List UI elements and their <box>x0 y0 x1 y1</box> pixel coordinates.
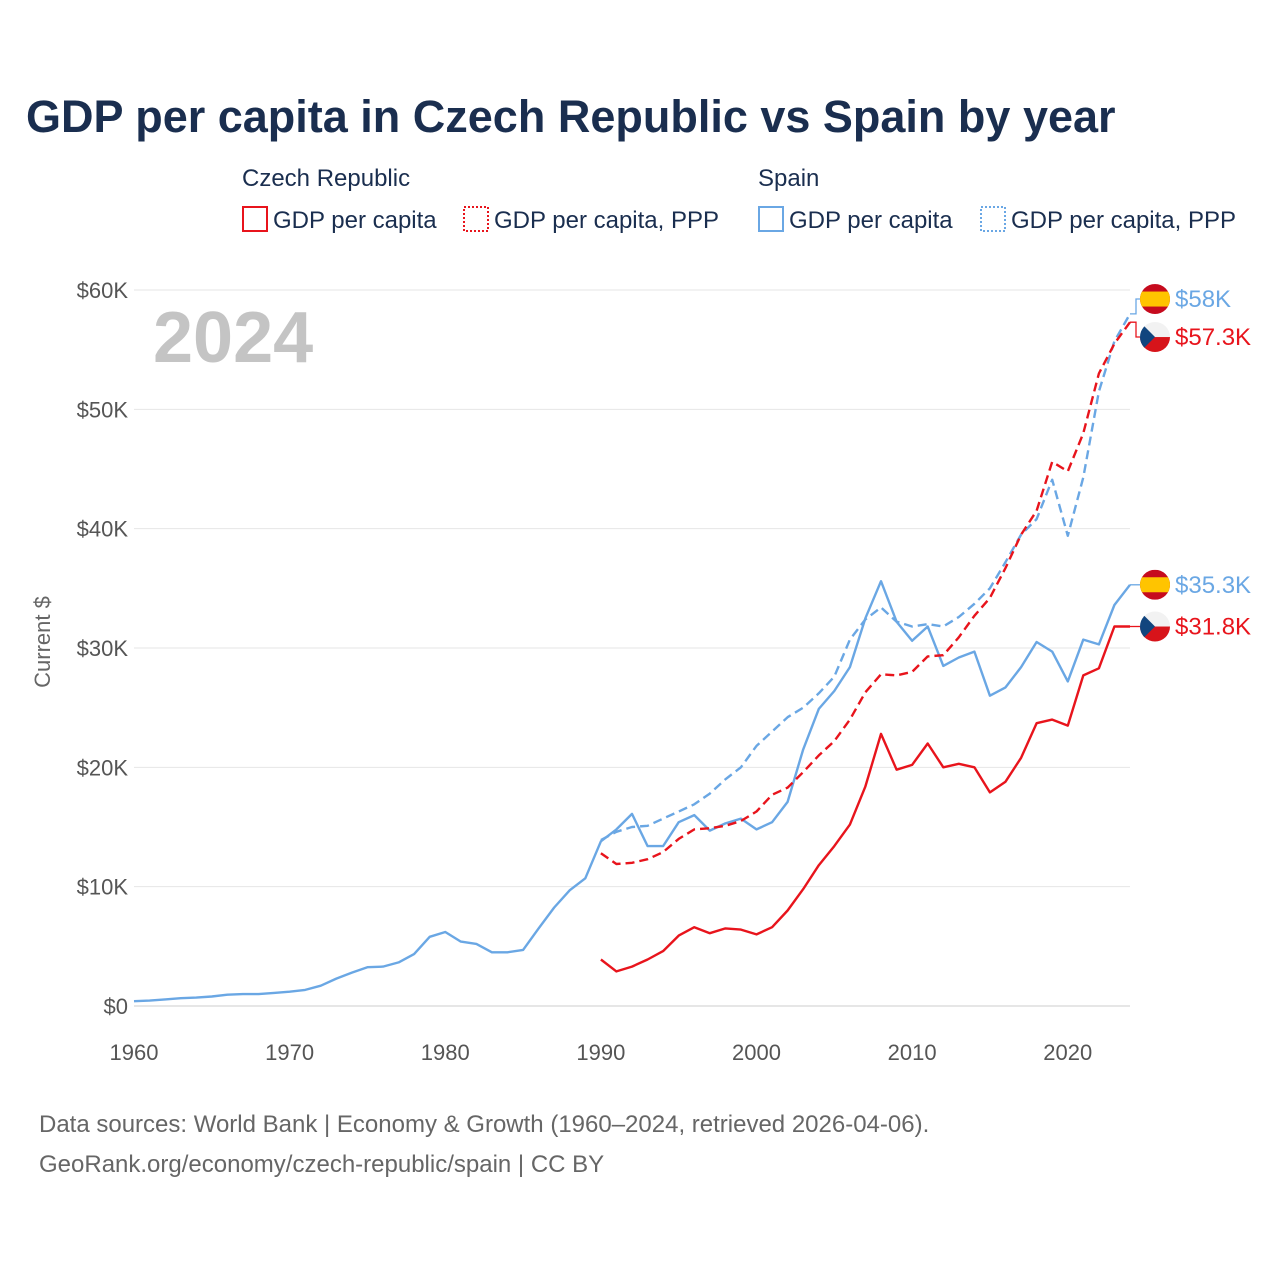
y-tick-label: $60K <box>77 278 129 303</box>
spain-flag-icon <box>1140 284 1170 315</box>
czech-flag-icon <box>1140 611 1170 642</box>
legend-group-czech: Czech Republic <box>242 165 410 192</box>
legend-item-spain-ppp: GDP per capita, PPP <box>1011 207 1236 234</box>
end-label-0: $35.3K <box>1175 572 1251 599</box>
x-tick-label: 2020 <box>1043 1040 1092 1065</box>
x-axis-ticks: 1960 1970 1980 1990 2000 2010 2020 <box>110 1040 1093 1065</box>
x-tick-label: 1960 <box>110 1040 159 1065</box>
legend: Czech Republic GDP per capita GDP per ca… <box>242 165 1236 234</box>
legend-swatch-spain-ppp <box>980 206 1006 232</box>
x-tick-label: 2010 <box>888 1040 937 1065</box>
y-tick-label: $30K <box>77 636 129 661</box>
y-tick-label: $0 <box>104 994 128 1019</box>
year-label: 2024 <box>153 298 313 378</box>
end-label-connector-3 <box>1130 321 1141 338</box>
spain-flag-icon <box>1140 569 1170 600</box>
series-line-3 <box>600 321 1131 866</box>
legend-group-spain: Spain <box>758 165 819 192</box>
y-axis-ticks: $0 $10K $20K $30K $40K $50K $60K <box>77 278 129 1019</box>
legend-item-spain-gdp: GDP per capita <box>789 207 953 234</box>
legend-swatch-czech-gdp <box>242 206 268 232</box>
chart-title: GDP per capita in Czech Republic vs Spai… <box>26 91 1116 142</box>
end-labels: $58K $57.3K $35.3K $31.8K <box>1130 284 1251 642</box>
x-tick-label: 1970 <box>265 1040 314 1065</box>
y-tick-label: $10K <box>77 875 129 900</box>
series-line-1 <box>600 313 1132 842</box>
legend-item-czech-ppp: GDP per capita, PPP <box>494 207 719 234</box>
y-tick-label: $50K <box>77 397 129 422</box>
y-tick-label: $20K <box>77 755 129 780</box>
series-line-0 <box>133 580 1131 1003</box>
czech-flag-icon <box>1140 322 1170 353</box>
series-line-2 <box>600 625 1130 973</box>
end-label-2: $31.8K <box>1175 614 1251 641</box>
legend-swatch-czech-ppp <box>463 206 489 232</box>
y-tick-label: $40K <box>77 517 129 542</box>
end-label-1: $58K <box>1175 286 1231 313</box>
gridlines <box>134 289 1130 1007</box>
end-label-connector-1 <box>1130 298 1141 315</box>
x-tick-label: 2000 <box>732 1040 781 1065</box>
legend-swatch-spain-gdp <box>758 206 784 232</box>
end-label-3: $57.3K <box>1175 324 1251 351</box>
legend-item-czech-gdp: GDP per capita <box>273 207 437 234</box>
x-tick-label: 1980 <box>421 1040 470 1065</box>
source-line-2: GeoRank.org/economy/czech-republic/spain… <box>39 1151 604 1178</box>
source-line-1: Data sources: World Bank | Economy & Gro… <box>39 1111 929 1138</box>
y-axis-label: Current $ <box>30 596 55 688</box>
x-tick-label: 1990 <box>576 1040 625 1065</box>
series-lines <box>133 313 1132 1003</box>
